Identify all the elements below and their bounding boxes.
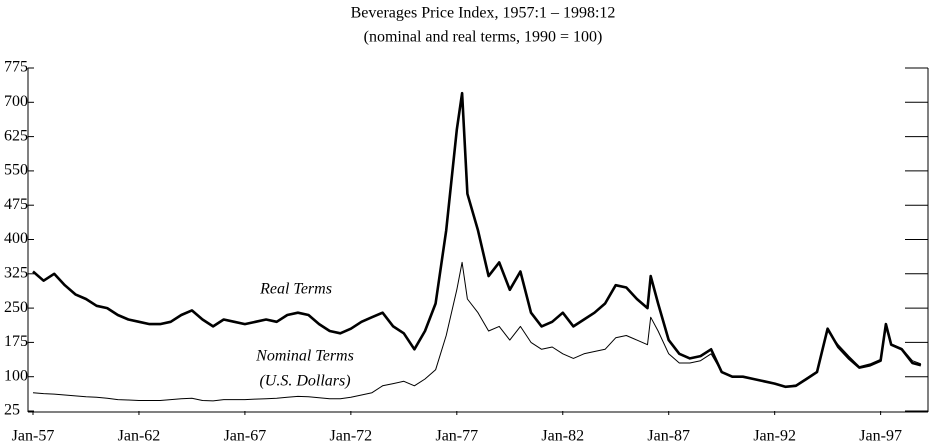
x-tick-label: Jan-67 (224, 428, 267, 445)
x-tick-label: Jan-82 (541, 428, 584, 445)
line-series (32, 261, 922, 402)
y-tick-label: 625 (4, 127, 28, 144)
annotation: Nominal Terms (255, 348, 354, 365)
chart-subtitle: (nominal and real terms, 1990 = 100) (364, 29, 603, 46)
y-tick-label: 175 (4, 333, 28, 350)
line-series (32, 91, 922, 389)
x-tick-label: Jan-62 (118, 428, 161, 445)
x-tick-label: Jan-87 (647, 428, 690, 445)
y-tick-label: 250 (4, 299, 28, 316)
y-tick-label: 325 (4, 264, 28, 281)
y-tick-label: 25 (4, 402, 20, 419)
y-tick-label: 775 (4, 59, 28, 76)
y-tick-label: 400 (4, 230, 28, 247)
annotation: Real Terms (259, 281, 332, 298)
x-tick-label: Jan-72 (330, 428, 373, 445)
annotation: (U.S. Dollars) (259, 373, 350, 390)
x-tick-label: Jan-97 (859, 428, 902, 445)
y-tick-label: 550 (4, 162, 28, 179)
chart-title: Beverages Price Index, 1957:1 – 1998:12 (351, 5, 616, 22)
x-tick-label: Jan-77 (435, 428, 478, 445)
y-tick-label: 100 (4, 367, 28, 384)
y-tick-label: 700 (4, 93, 28, 110)
y-tick-label: 475 (4, 196, 28, 213)
x-tick-label: Jan-92 (753, 428, 796, 445)
x-tick-label: Jan-57 (12, 428, 55, 445)
